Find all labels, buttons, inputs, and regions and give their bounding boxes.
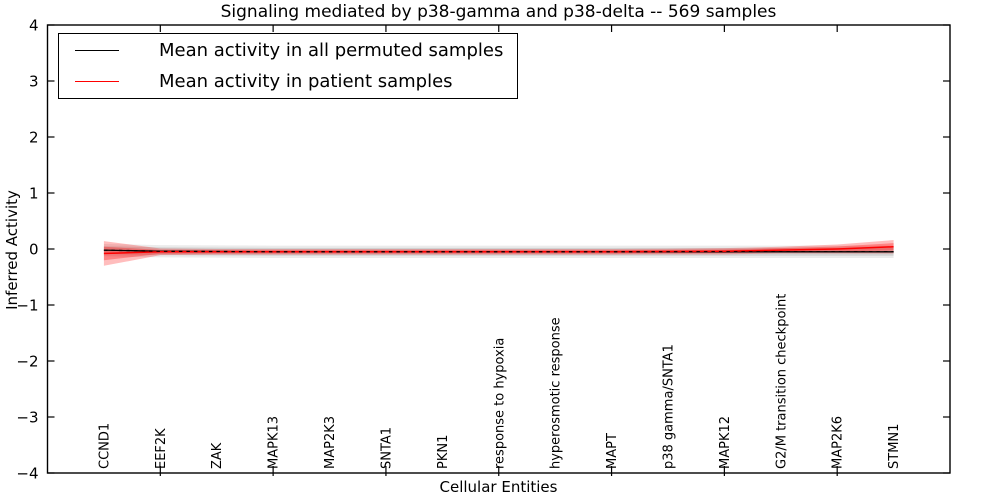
x-category-label: CCND1 xyxy=(97,423,112,469)
y-tick-label: −1 xyxy=(16,296,38,314)
x-category-label: MAPK12 xyxy=(718,416,733,469)
x-category-label: SNTA1 xyxy=(379,427,394,469)
legend: Mean activity in all permuted samples Me… xyxy=(58,33,518,99)
x-category-label: p38 gamma/SNTA1 xyxy=(661,344,676,469)
x-category-label: G2/M transition checkpoint xyxy=(774,294,789,469)
y-tick-label: 3 xyxy=(29,72,39,90)
x-category-label: MAPK13 xyxy=(267,416,282,469)
legend-entry-patient: Mean activity in patient samples xyxy=(59,67,517,97)
y-tick-label: −2 xyxy=(16,352,38,370)
legend-entry-permuted: Mean activity in all permuted samples xyxy=(59,35,517,65)
x-category-label: EEF2K xyxy=(154,428,169,469)
y-tick-label: 2 xyxy=(29,128,39,146)
x-category-label: MAPT xyxy=(605,433,620,469)
x-category-label: ZAK xyxy=(210,442,225,469)
y-tick-label: 0 xyxy=(29,240,39,258)
x-category-label: MAP2K3 xyxy=(323,416,338,469)
y-tick-label: −4 xyxy=(16,464,38,482)
legend-line-sample-red xyxy=(75,81,119,83)
axis-ticks xyxy=(47,24,950,476)
y-tick-label: 1 xyxy=(29,184,39,202)
legend-label: Mean activity in all permuted samples xyxy=(159,39,504,61)
y-tick-labels: 4 3 2 1 0 −1 −2 −3 −4 xyxy=(16,16,38,482)
y-tick-label: 4 xyxy=(29,16,39,34)
confidence-bands xyxy=(103,240,894,266)
x-category-label: STMN1 xyxy=(887,424,902,469)
x-category-label: hyperosmotic response xyxy=(549,317,564,469)
x-category-label: PKN1 xyxy=(436,435,451,469)
x-category-labels: CCND1 EEF2K ZAK MAPK13 MAP2K3 SNTA1 PKN1 respon… xyxy=(97,294,902,469)
legend-line-sample-black xyxy=(75,49,119,51)
series-lines xyxy=(103,246,894,255)
x-category-label: response to hypoxia xyxy=(492,338,507,469)
y-axis-label: Inferred Activity xyxy=(3,190,21,310)
x-category-label: MAP2K6 xyxy=(831,416,846,469)
x-axis-label: Cellular Entities xyxy=(439,478,558,496)
y-tick-label: −3 xyxy=(16,408,38,426)
chart-title: Signaling mediated by p38-gamma and p38-… xyxy=(220,2,777,22)
legend-label: Mean activity in patient samples xyxy=(159,71,453,93)
